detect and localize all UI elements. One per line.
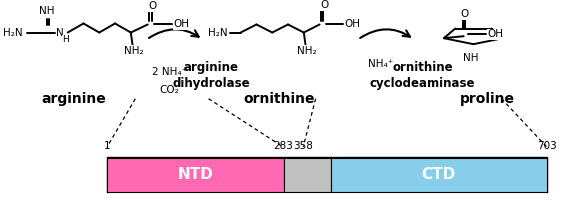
Text: arginine: arginine [41, 92, 106, 106]
Text: 283: 283 [273, 141, 293, 151]
Text: 703: 703 [537, 141, 557, 151]
Text: OH: OH [173, 20, 189, 30]
Text: CTD: CTD [422, 167, 456, 182]
Text: ornithine: ornithine [243, 92, 315, 106]
Text: NH₂: NH₂ [124, 45, 144, 55]
Text: NH₂: NH₂ [297, 45, 317, 55]
Text: ornithine: ornithine [392, 61, 453, 74]
Text: N: N [57, 28, 64, 38]
Text: cyclodeaminase: cyclodeaminase [370, 77, 475, 90]
Text: O: O [148, 1, 156, 11]
Text: CO₂: CO₂ [159, 85, 179, 95]
Text: O: O [320, 0, 328, 10]
Text: dihydrolase: dihydrolase [173, 77, 250, 90]
Text: O: O [460, 9, 469, 19]
FancyBboxPatch shape [331, 158, 547, 192]
Text: NTD: NTD [178, 167, 213, 182]
Text: NH: NH [39, 7, 54, 17]
FancyBboxPatch shape [107, 158, 284, 192]
Text: OH: OH [344, 20, 360, 30]
Text: NH: NH [463, 53, 478, 63]
Text: H₂N: H₂N [208, 28, 227, 38]
FancyBboxPatch shape [284, 158, 331, 192]
Text: OH: OH [487, 29, 503, 39]
Text: 1: 1 [104, 141, 110, 151]
Text: 2 NH₄⁺: 2 NH₄⁺ [152, 67, 186, 77]
Text: H: H [62, 35, 69, 44]
Text: arginine: arginine [184, 61, 239, 74]
Text: proline: proline [460, 92, 515, 106]
Text: NH₄⁺: NH₄⁺ [368, 59, 393, 69]
Text: H₂N: H₂N [3, 28, 23, 38]
Text: 358: 358 [293, 141, 313, 151]
